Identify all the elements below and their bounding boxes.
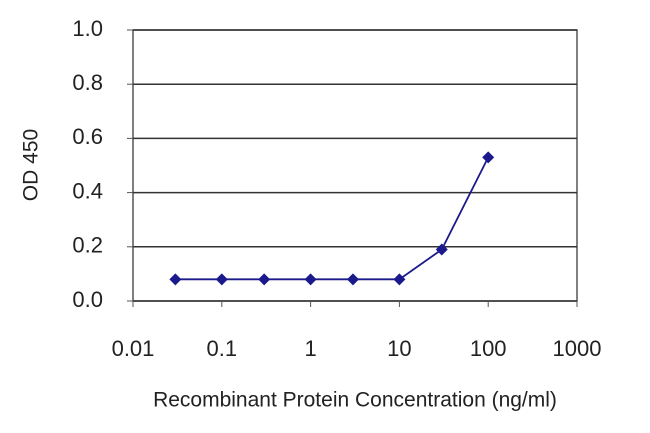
- y-axis-label: OD 450: [20, 129, 43, 201]
- y-tick-label: 0.2: [72, 233, 103, 258]
- data-marker: [435, 243, 448, 256]
- data-line: [175, 156, 490, 281]
- data-marker: [258, 273, 271, 286]
- plot-frame: [132, 29, 578, 302]
- data-marker: [482, 151, 495, 164]
- x-axis-label: Recombinant Protein Concentration (ng/ml…: [153, 389, 557, 412]
- x-tick-label: 1000: [553, 336, 602, 361]
- data-marker: [346, 273, 359, 286]
- y-tick-label: 0.8: [72, 70, 103, 95]
- x-tick-label: 0.1: [207, 336, 238, 361]
- y-tick-label: 0.6: [72, 124, 103, 149]
- y-tick-label: 0.4: [72, 178, 103, 203]
- x-tick-label: 10: [387, 336, 411, 361]
- x-tick-label: 1: [304, 336, 316, 361]
- data-marker: [169, 273, 182, 286]
- y-tick-label: 0.0: [72, 287, 103, 312]
- data-marker: [393, 273, 406, 286]
- y-tick-label: 1.0: [72, 16, 103, 41]
- data-marker: [304, 273, 317, 286]
- x-tick-label: 0.01: [112, 336, 155, 361]
- data-marker: [215, 273, 228, 286]
- x-tick-label: 100: [470, 336, 507, 361]
